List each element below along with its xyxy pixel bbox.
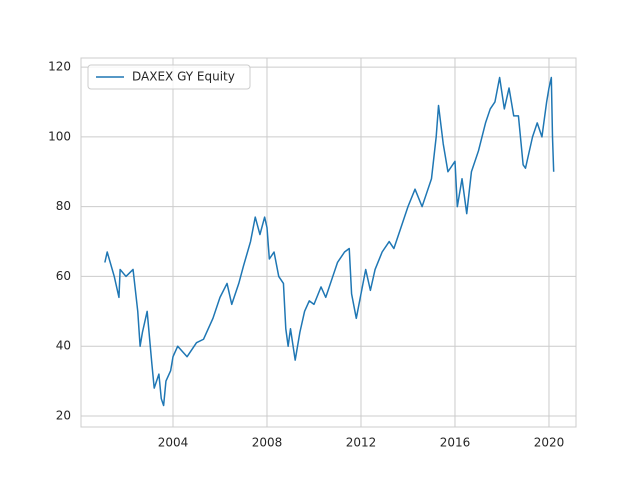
y-tick-label: 80 [56, 199, 71, 213]
legend-box [87, 64, 251, 90]
plot-frame [80, 57, 577, 428]
x-tick-label: 2016 [440, 436, 471, 450]
x-tick-label: 2004 [158, 436, 189, 450]
legend-label: DAXEX GY Equity [132, 70, 235, 84]
line-series [104, 76, 555, 407]
x-tick-label: 2012 [346, 436, 377, 450]
y-tick-label: 60 [56, 269, 71, 283]
y-tick-label: 40 [56, 339, 71, 353]
x-tick-label: 2008 [252, 436, 283, 450]
y-tick-label: 100 [48, 129, 71, 143]
y-tick-label: 20 [56, 409, 71, 423]
y-tick-label: 120 [48, 60, 71, 74]
x-tick-label: 2020 [534, 436, 565, 450]
